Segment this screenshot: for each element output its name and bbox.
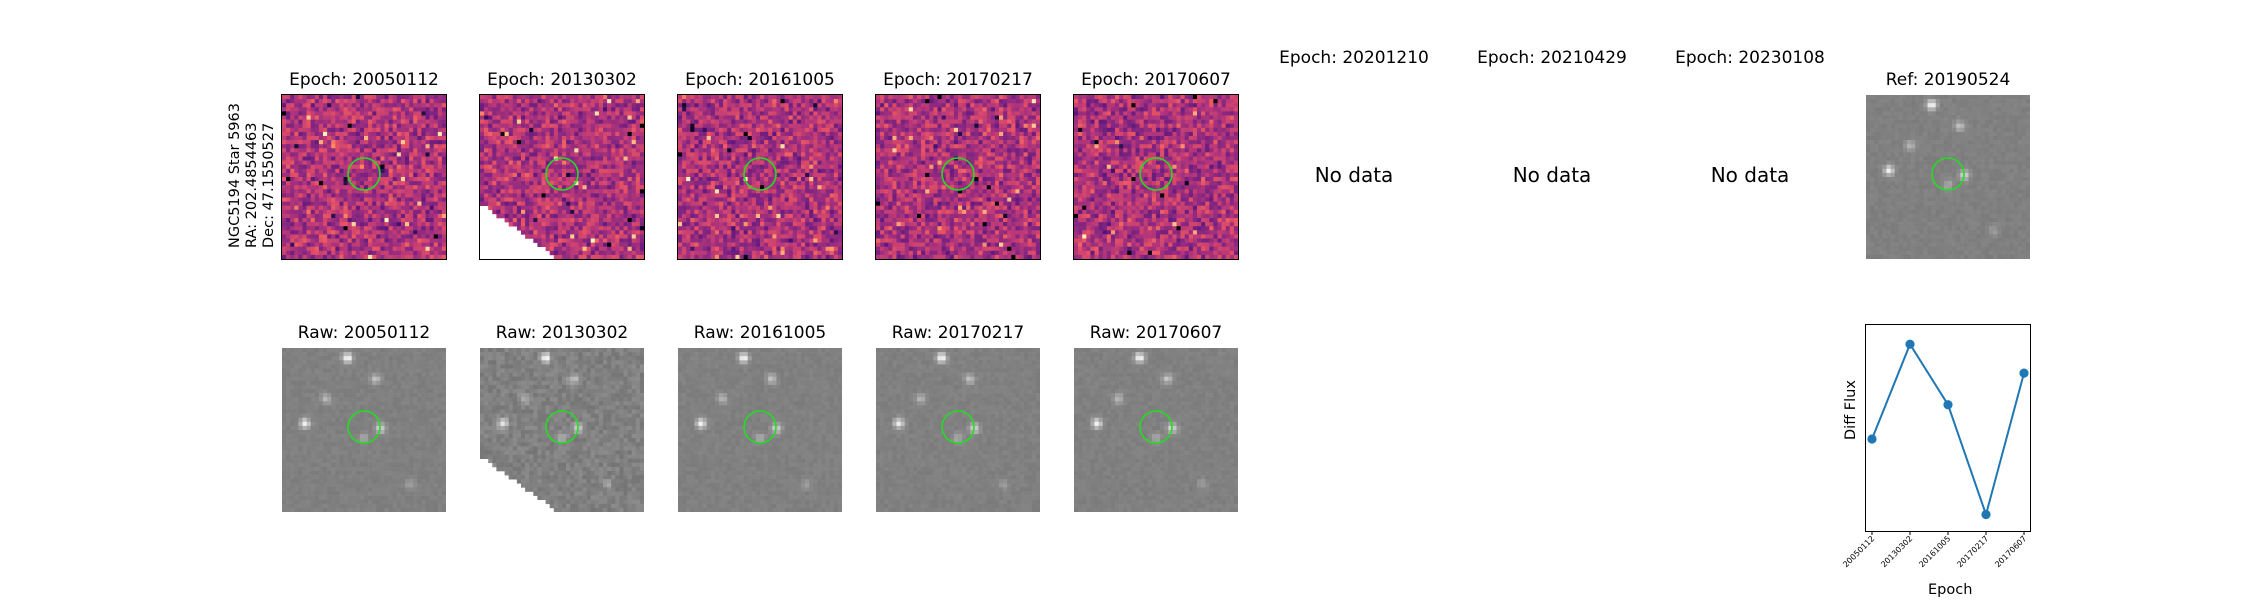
target-circle [941, 410, 975, 444]
empty-panel-title: Epoch: 20210429 [1477, 48, 1627, 68]
data-point [1905, 339, 1915, 349]
raw-pixels [282, 348, 446, 512]
x-tick-label: 20170607 [1993, 534, 2028, 569]
raw-pixels [1866, 95, 2030, 259]
diff-panel-title: Epoch: 20170217 [883, 70, 1033, 90]
no-data-label: No data [1710, 163, 1790, 187]
x-tick-label: 20050112 [1841, 534, 1876, 569]
diff-image-panel [875, 94, 1041, 260]
raw-pixels [876, 348, 1040, 512]
raw-panel-title: Raw: 20161005 [693, 323, 827, 343]
raw-panel-title: Raw: 20170607 [1089, 323, 1223, 343]
raw-image-panel [1074, 348, 1238, 512]
lightcurve-xlabel: Epoch [1928, 582, 1973, 598]
target-circle [1931, 157, 1965, 191]
diff-panel-title: Epoch: 20050112 [289, 70, 439, 90]
raw-pixels [480, 348, 644, 512]
raw-image-panel [282, 348, 446, 512]
raw-image-panel [480, 348, 644, 512]
row-label-star: NGC5194 Star 5963 [227, 103, 243, 248]
no-data-label: No data [1512, 163, 1592, 187]
diff-image [876, 95, 1040, 259]
target-circle [545, 157, 579, 191]
target-circle [545, 410, 579, 444]
raw-pixels [678, 348, 842, 512]
diff-image-panel [1073, 94, 1239, 260]
diff-image-panel [479, 94, 645, 260]
raw-panel-title: Raw: 20050112 [297, 323, 431, 343]
diff-image [678, 95, 842, 259]
x-tick-label: 20170217 [1955, 534, 1990, 569]
raw-image [678, 348, 842, 512]
diff-image [1074, 95, 1238, 259]
diff-pixels [678, 95, 842, 259]
diff-panel-title: Epoch: 20161005 [685, 70, 835, 90]
diff-image-panel [281, 94, 447, 260]
empty-panel-title: Epoch: 20230108 [1675, 48, 1825, 68]
ref-image [1866, 95, 2030, 259]
target-circle [347, 157, 381, 191]
row-label-dec: Dec: 47.1550527 [261, 122, 277, 248]
diff-pixels [1074, 95, 1238, 259]
raw-image [1074, 348, 1238, 512]
ref-panel-title: Ref: 20190524 [1885, 70, 2011, 90]
raw-panel-title: Raw: 20170217 [891, 323, 1025, 343]
target-circle [1139, 410, 1173, 444]
lightcurve-svg: 20050112 20130302 20161005 20170217 20170607 [1841, 339, 2029, 569]
target-circle [743, 157, 777, 191]
raw-image-panel [678, 348, 842, 512]
lightcurve-ylabel: Diff Flux [1843, 380, 1859, 440]
target-circle [1139, 157, 1173, 191]
diff-image [480, 95, 644, 259]
diff-panel-title: Epoch: 20130302 [487, 70, 637, 90]
lightcurve-plot: 20050112 20130302 20161005 20170217 20170607 [1841, 324, 2031, 569]
diff-image [282, 95, 446, 259]
ref-image-panel [1866, 95, 2030, 259]
diff-image-panel [677, 94, 843, 260]
data-point [2019, 368, 2029, 378]
raw-image [876, 348, 1040, 512]
no-data-label: No data [1314, 163, 1394, 187]
diff-pixels [876, 95, 1040, 259]
raw-image [282, 348, 446, 512]
x-tick-label: 20130302 [1879, 534, 1914, 569]
empty-panel-title: Epoch: 20201210 [1279, 48, 1429, 68]
data-point [1981, 509, 1991, 520]
diff-panel-title: Epoch: 20170607 [1081, 70, 1231, 90]
target-circle [941, 157, 975, 191]
diff-pixels [282, 95, 446, 259]
x-tick-label: 20161005 [1917, 534, 1952, 569]
series-line [1871, 342, 2025, 518]
raw-panel-title: Raw: 20130302 [495, 323, 629, 343]
raw-image-panel [876, 348, 1040, 512]
target-circle [347, 410, 381, 444]
diff-pixels [480, 95, 644, 259]
raw-image [480, 348, 644, 512]
data-point [1867, 434, 1877, 444]
target-circle [743, 410, 777, 444]
row-label-ra: RA: 202.4854463 [244, 122, 260, 248]
data-point [1943, 400, 1953, 410]
raw-pixels [1074, 348, 1238, 512]
